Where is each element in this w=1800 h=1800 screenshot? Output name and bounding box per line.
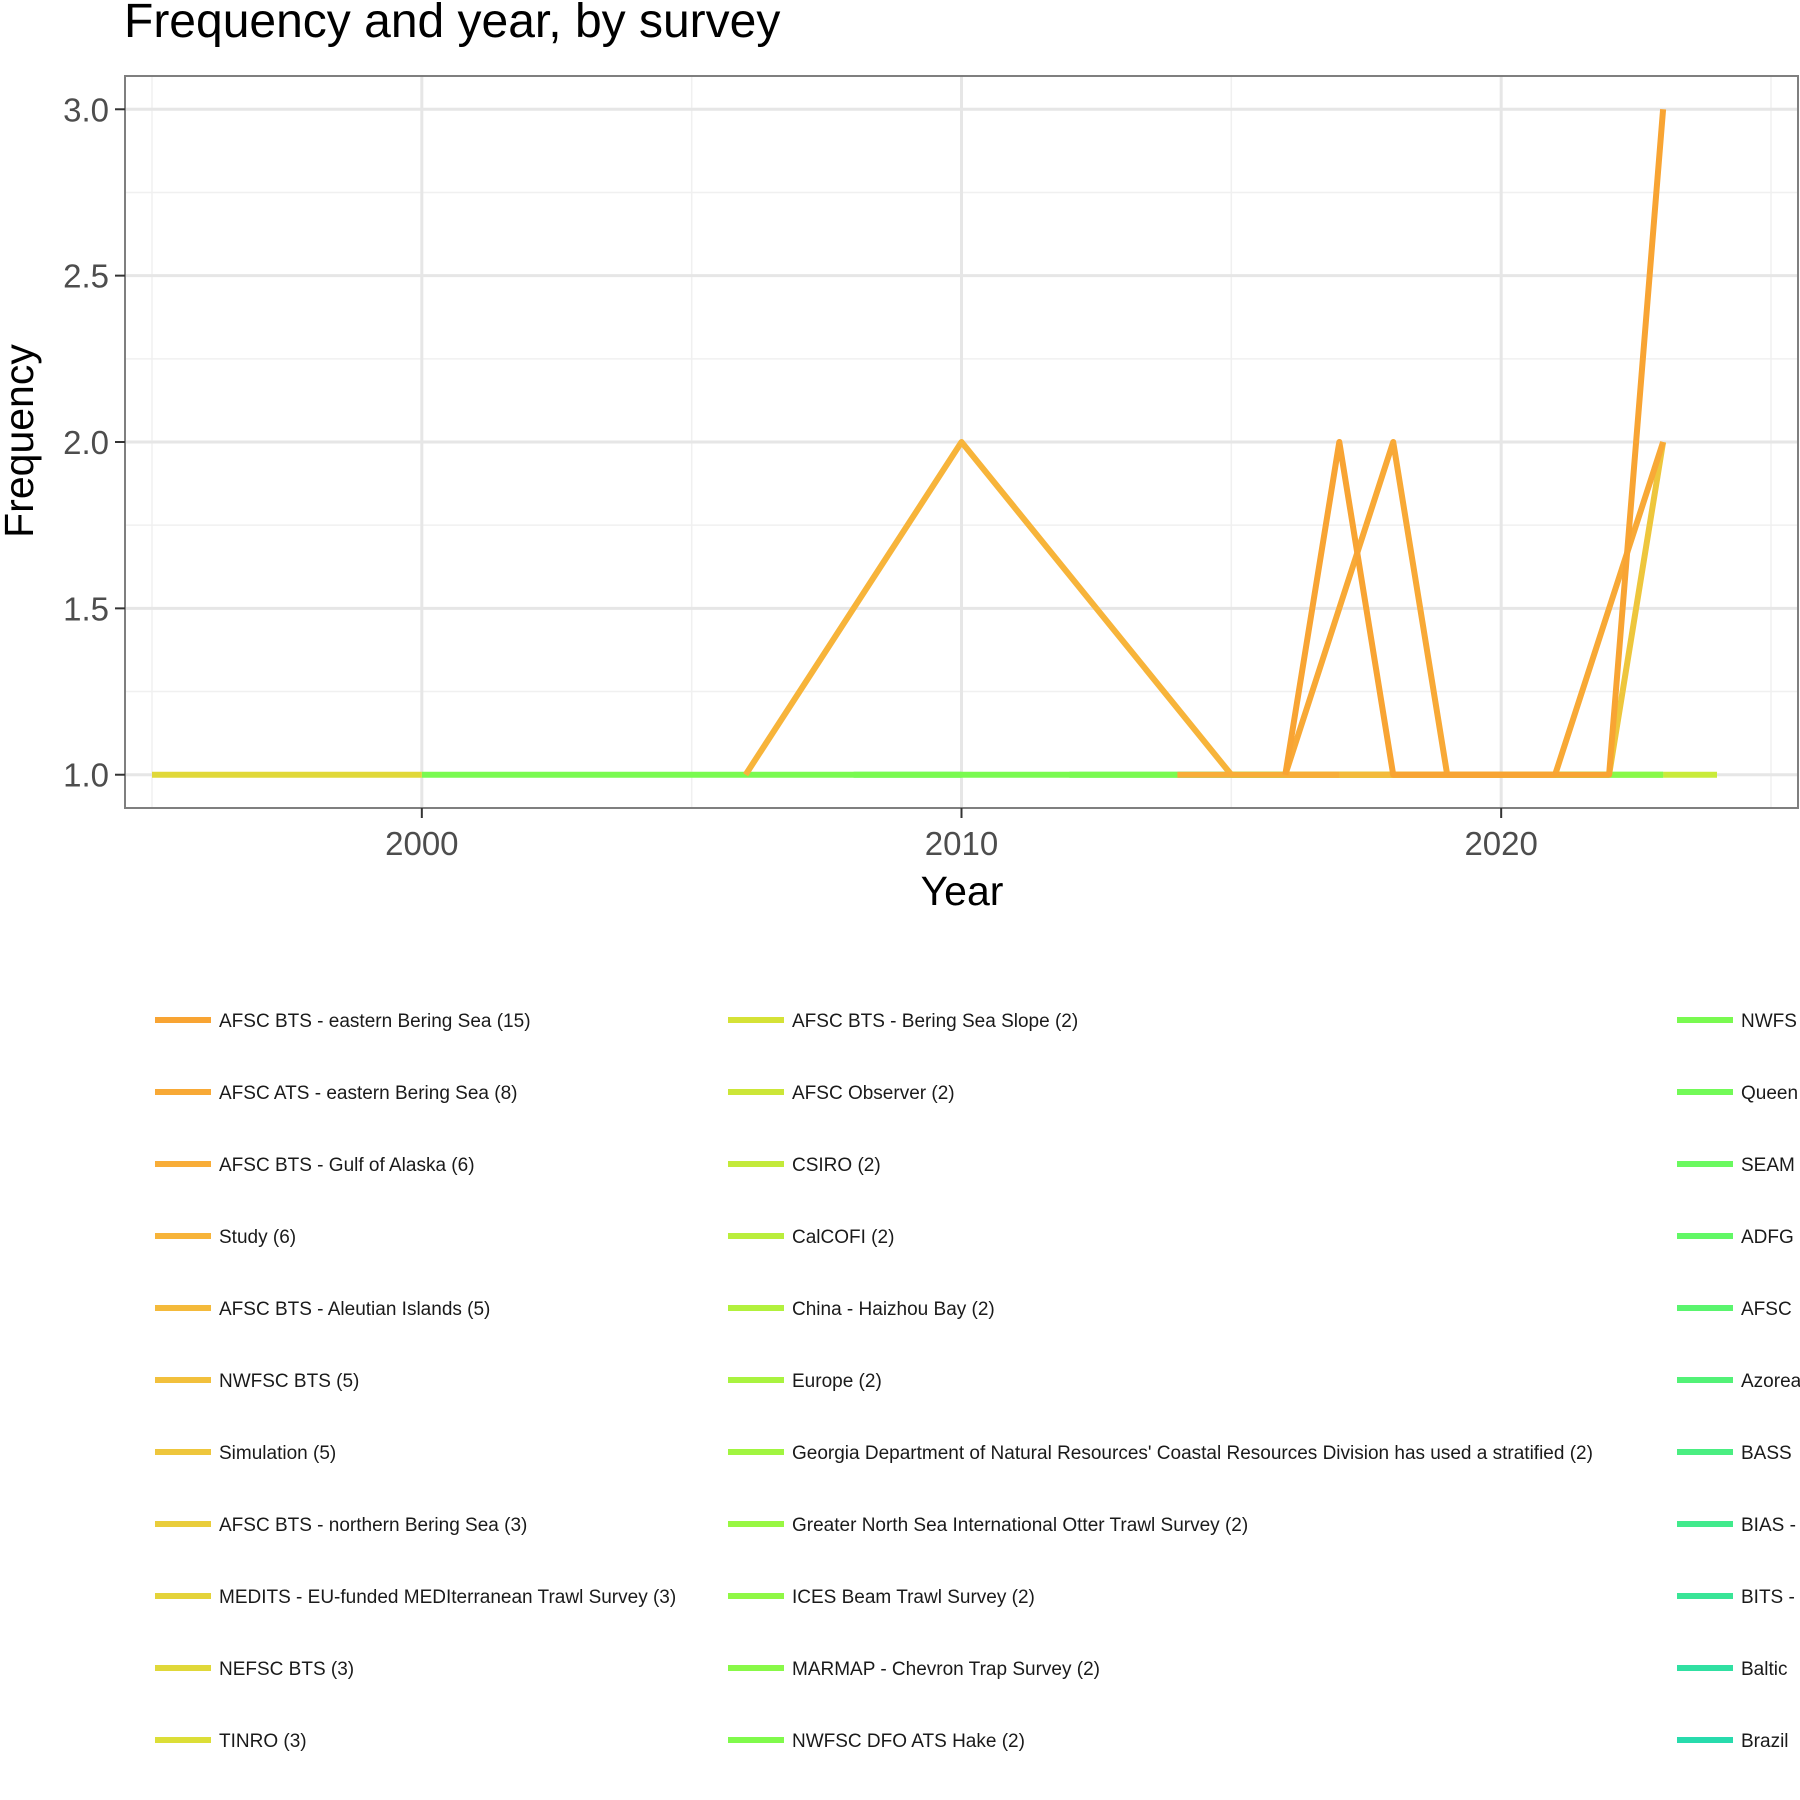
- legend-label: MEDITS - EU-funded MEDIterranean Trawl S…: [219, 1587, 676, 1608]
- legend-label: Simulation (5): [219, 1443, 336, 1464]
- y-tick-label: 2.0: [63, 424, 109, 461]
- legend-label: Greater North Sea International Otter Tr…: [792, 1515, 1248, 1536]
- legend-label: Brazil: [1741, 1731, 1789, 1752]
- series-line: [1282, 109, 1667, 778]
- legend-label: CalCOFI (2): [792, 1227, 894, 1248]
- y-tick-label: 1.0: [63, 757, 109, 794]
- legend-label: AFSC BTS - Aleutian Islands (5): [219, 1299, 490, 1320]
- y-tick-label: 3.0: [63, 91, 109, 128]
- legend-label: Georgia Department of Natural Resources'…: [792, 1443, 1593, 1464]
- legend-label: CSIRO (2): [792, 1155, 881, 1176]
- legend-label: BITS -: [1741, 1587, 1795, 1608]
- legend-label: AFSC BTS - Bering Sea Slope (2): [792, 1011, 1078, 1032]
- x-axis-title: Year: [921, 868, 1004, 914]
- legend-label: BIAS -: [1741, 1515, 1796, 1536]
- legend-label: NWFS: [1741, 1011, 1797, 1032]
- legend-label: Baltic: [1741, 1659, 1787, 1680]
- plot-area: 1.0 1.5 2.0 2.5 3.0 2000 2010 2020: [63, 75, 1799, 862]
- legend-label: Europe (2): [792, 1371, 882, 1392]
- legend-label: MARMAP - Chevron Trap Survey (2): [792, 1659, 1100, 1680]
- legend-label: ADFG: [1741, 1227, 1794, 1248]
- x-tick-label: 2000: [385, 825, 458, 862]
- series-line: [743, 439, 1234, 777]
- legend-label: AFSC BTS - northern Bering Sea (3): [219, 1515, 527, 1536]
- legend-label: ICES Beam Trawl Survey (2): [792, 1587, 1035, 1608]
- chart-title: Frequency and year, by survey: [124, 0, 780, 48]
- y-tick-label: 2.5: [63, 258, 109, 295]
- x-tick-label: 2020: [1464, 825, 1537, 862]
- legend-label: China - Haizhou Bay (2): [792, 1299, 995, 1320]
- legend-label: SEAM: [1741, 1155, 1795, 1176]
- legend-label: Azorea: [1741, 1371, 1800, 1392]
- series-line: [1606, 441, 1667, 776]
- legend-label: NEFSC BTS (3): [219, 1659, 354, 1680]
- legend-label: Queen: [1741, 1083, 1798, 1104]
- legend-label: BASS: [1741, 1443, 1792, 1464]
- legend-label: NWFSC BTS (5): [219, 1371, 359, 1392]
- y-axis-title: Frequency: [0, 344, 42, 538]
- x-tick-label: 2010: [925, 825, 998, 862]
- legend-label: AFSC ATS - eastern Bering Sea (8): [219, 1083, 518, 1104]
- legend-label: NWFSC DFO ATS Hake (2): [792, 1731, 1025, 1752]
- legend-label: AFSC Observer (2): [792, 1083, 955, 1104]
- legend-label: Study (6): [219, 1227, 296, 1248]
- legend-label: AFSC BTS - Gulf of Alaska (6): [219, 1155, 475, 1176]
- legend-label: AFSC: [1741, 1299, 1792, 1320]
- legend: AFSC BTS - eastern Bering Sea (15) AFSC A…: [155, 1011, 1800, 1752]
- legend-label: TINRO (3): [219, 1731, 307, 1752]
- legend-label: AFSC BTS - eastern Bering Sea (15): [219, 1011, 531, 1032]
- y-tick-label: 1.5: [63, 590, 109, 627]
